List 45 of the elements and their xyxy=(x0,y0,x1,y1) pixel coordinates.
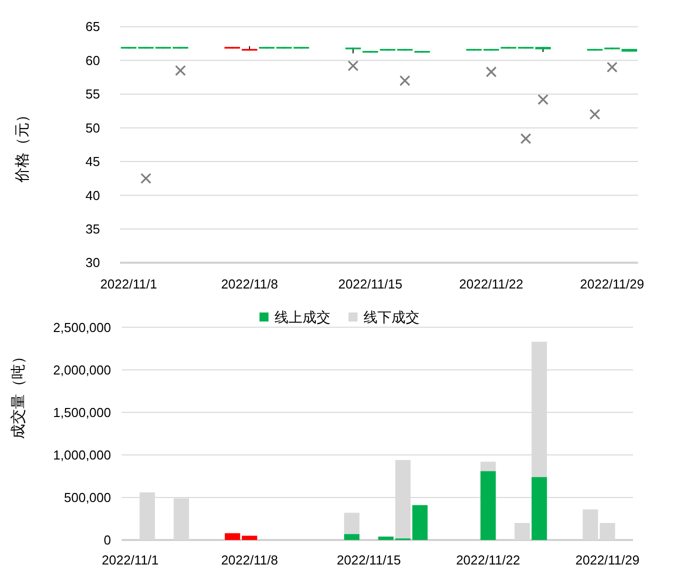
x-tick-label: 2022/11/22 xyxy=(456,552,520,568)
x-tick-label: 2022/11/15 xyxy=(336,552,401,568)
y-tick-label: 1,500,000 xyxy=(53,404,111,420)
point xyxy=(538,94,548,105)
point xyxy=(606,62,618,73)
x-tick-label: 2022/11/1 xyxy=(100,276,158,292)
point xyxy=(399,75,410,86)
bar xyxy=(242,536,258,540)
bar xyxy=(532,477,547,540)
bar xyxy=(480,462,496,472)
legend-label: 线上成交 xyxy=(274,309,330,325)
legend-label: 线下成交 xyxy=(364,309,420,325)
x-tick-label: 2022/11/22 xyxy=(459,276,524,292)
y-tick-label: 55 xyxy=(86,86,100,102)
y-tick-label: 500,000 xyxy=(64,490,111,505)
point xyxy=(140,172,152,184)
point xyxy=(589,108,600,120)
point xyxy=(174,65,186,76)
y-tick-label: 40 xyxy=(86,188,100,203)
y-tick-label: 50 xyxy=(86,120,100,136)
x-tick-label: 2022/11/8 xyxy=(221,276,278,292)
y-tick-label: 35 xyxy=(86,221,100,236)
y-tick-label: 2,000,000 xyxy=(53,362,111,378)
x-tick-label: 2022/11/15 xyxy=(338,276,402,292)
bar xyxy=(344,534,360,540)
y-tick-label: 1,000,000 xyxy=(53,447,111,462)
point xyxy=(520,133,532,144)
x-tick-label: 2022/11/29 xyxy=(575,552,640,568)
bar xyxy=(480,471,496,540)
x-tick-label: 2022/11/29 xyxy=(580,276,644,292)
y-tick-label: 30 xyxy=(86,255,100,270)
bar xyxy=(412,505,428,540)
y-tick-label: 0 xyxy=(104,532,111,548)
point xyxy=(486,66,497,78)
bar xyxy=(344,512,360,534)
bar xyxy=(224,533,240,540)
y-tick-label: 45 xyxy=(86,154,100,170)
x-tick-label: 2022/11/1 xyxy=(102,552,159,568)
x-tick-label: 2022/11/8 xyxy=(221,552,278,568)
y-axis-title: 成交量（吨） xyxy=(10,349,26,439)
y-tick-label: 65 xyxy=(86,19,100,34)
point xyxy=(348,60,359,72)
y-tick-label: 60 xyxy=(86,52,100,68)
y-axis-title: 价格（元） xyxy=(14,108,30,184)
y-tick-label: 2,500,000 xyxy=(53,320,111,335)
